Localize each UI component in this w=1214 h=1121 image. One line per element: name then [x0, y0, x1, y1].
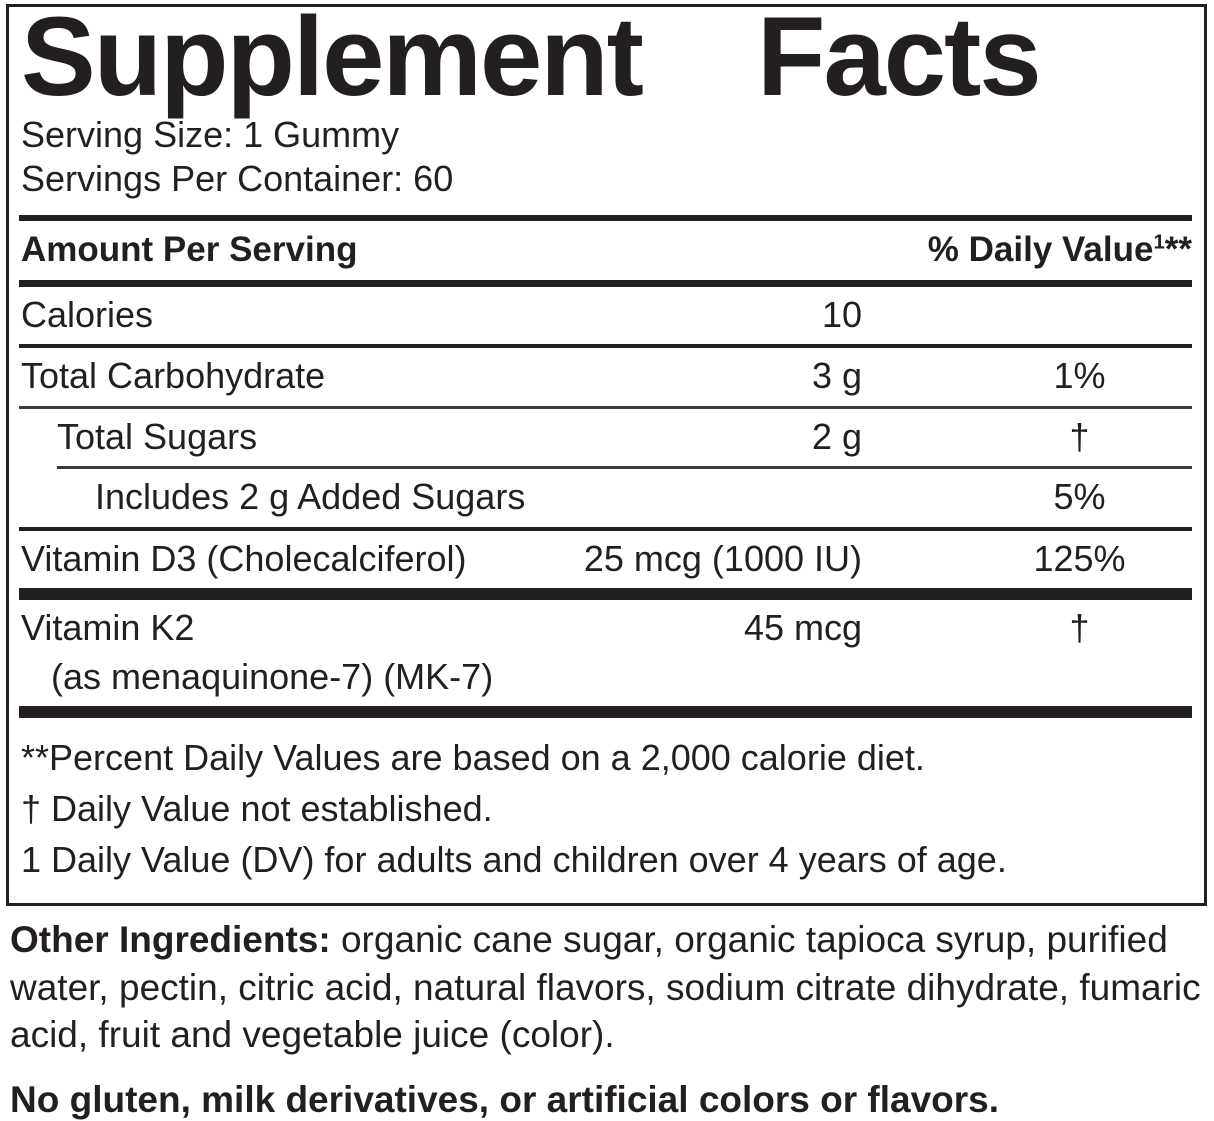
nutrient-amount: 2 g	[811, 415, 862, 457]
nutrient-name-line1: Includes 2 g Added Sugars	[95, 476, 526, 518]
divider-line	[57, 466, 1192, 470]
serving-size: Serving Size: 1 Gummy	[21, 114, 400, 155]
nutrient-row: Includes 2 g Added Sugars 5%	[19, 469, 1192, 526]
other-ingredients-label: Other Ingredients:	[10, 919, 331, 961]
nutrient-name: Total Carbohydrate	[21, 355, 547, 397]
nutrient-row: Calories 10	[19, 287, 1192, 344]
nutrient-row: Total Carbohydrate 3 g 1%	[19, 348, 1192, 405]
nutrient-row: Total Sugars 2 g †	[19, 409, 1192, 466]
nutrient-name: Vitamin K2 (as menaquinone-7) (MK-7)	[21, 607, 547, 698]
nutrient-daily-value: 5%	[1053, 476, 1106, 518]
header-divider-bar	[19, 279, 1192, 287]
nutrient-row: Vitamin D3 (Cholecalciferol) 25 mcg (1000…	[19, 531, 1192, 588]
daily-value-asterisks: **	[1164, 229, 1192, 269]
divider-line	[19, 344, 1192, 349]
nutrient-name-line1: Total Carbohydrate	[21, 355, 326, 397]
divider-line	[19, 405, 1192, 409]
other-ingredients: Other Ingredients: organic cane sugar, o…	[10, 916, 1206, 1058]
divider-line	[19, 526, 1192, 531]
panel-title: Supplement Facts	[21, 0, 1042, 119]
footnote-percent-dv: **Percent Daily Values are based on a 2,…	[21, 737, 925, 779]
serving-info: Serving Size: 1 Gummy Servings Per Conta…	[19, 113, 1192, 201]
daily-value-superscript: 1	[1153, 231, 1165, 254]
nutrient-name: Calories	[21, 294, 547, 336]
nutrient-name-line1: Calories	[21, 293, 154, 335]
nutrient-amount: 3 g	[811, 355, 862, 397]
thick-divider-bar	[19, 588, 1192, 601]
other-ingredients-text: organic cane sugar, organic tapioca syru…	[10, 919, 1201, 1056]
nutrient-name: Total Sugars	[21, 416, 547, 458]
allergen-statement: No gluten, milk derivatives, or artifici…	[10, 1078, 1000, 1120]
nutrient-daily-value: 125%	[1033, 537, 1126, 579]
nutrient-row: Vitamin K2 (as menaquinone-7) (MK-7) 45 mc…	[19, 600, 1192, 706]
nutrient-amount: 10	[821, 293, 862, 335]
nutrient-daily-value: †	[1069, 607, 1090, 649]
daily-value-header: % Daily Value1**	[928, 230, 1192, 270]
footnotes: **Percent Daily Values are based on a 2,…	[19, 718, 1192, 891]
footnote-dv-definition: 1 Daily Value (DV) for adults and childr…	[21, 839, 1007, 881]
column-header-row: Amount Per Serving % Daily Value1**	[19, 221, 1192, 280]
nutrient-daily-value: 1%	[1053, 355, 1106, 397]
nutrient-name-line1: Vitamin K2	[21, 607, 195, 649]
nutrient-name-line2: (as menaquinone-7) (MK-7)	[51, 655, 494, 697]
nutrient-name: Includes 2 g Added Sugars	[21, 476, 547, 518]
daily-value-header-text: % Daily Value	[927, 229, 1154, 269]
thick-divider-bar	[19, 706, 1192, 719]
supplement-facts-panel: Supplement Facts Serving Size: 1 Gummy S…	[6, 0, 1207, 907]
divider-line	[19, 214, 1192, 221]
nutrient-name-line1: Total Sugars	[57, 415, 258, 457]
servings-per-container: Servings Per Container: 60	[21, 157, 454, 199]
footnote-dagger: † Daily Value not established.	[21, 788, 493, 830]
nutrient-amount: 25 mcg (1000 IU)	[583, 537, 862, 579]
nutrient-table: Calories 10 Total Carbohydrate 3 g 1% Total S…	[19, 287, 1192, 719]
nutrient-name: Vitamin D3 (Cholecalciferol)	[21, 538, 547, 580]
nutrient-name-line1: Vitamin D3 (Cholecalciferol)	[21, 537, 467, 579]
amount-per-serving-header: Amount Per Serving	[21, 229, 358, 269]
nutrient-amount: 45 mcg	[743, 607, 862, 649]
nutrient-daily-value: †	[1069, 415, 1090, 457]
